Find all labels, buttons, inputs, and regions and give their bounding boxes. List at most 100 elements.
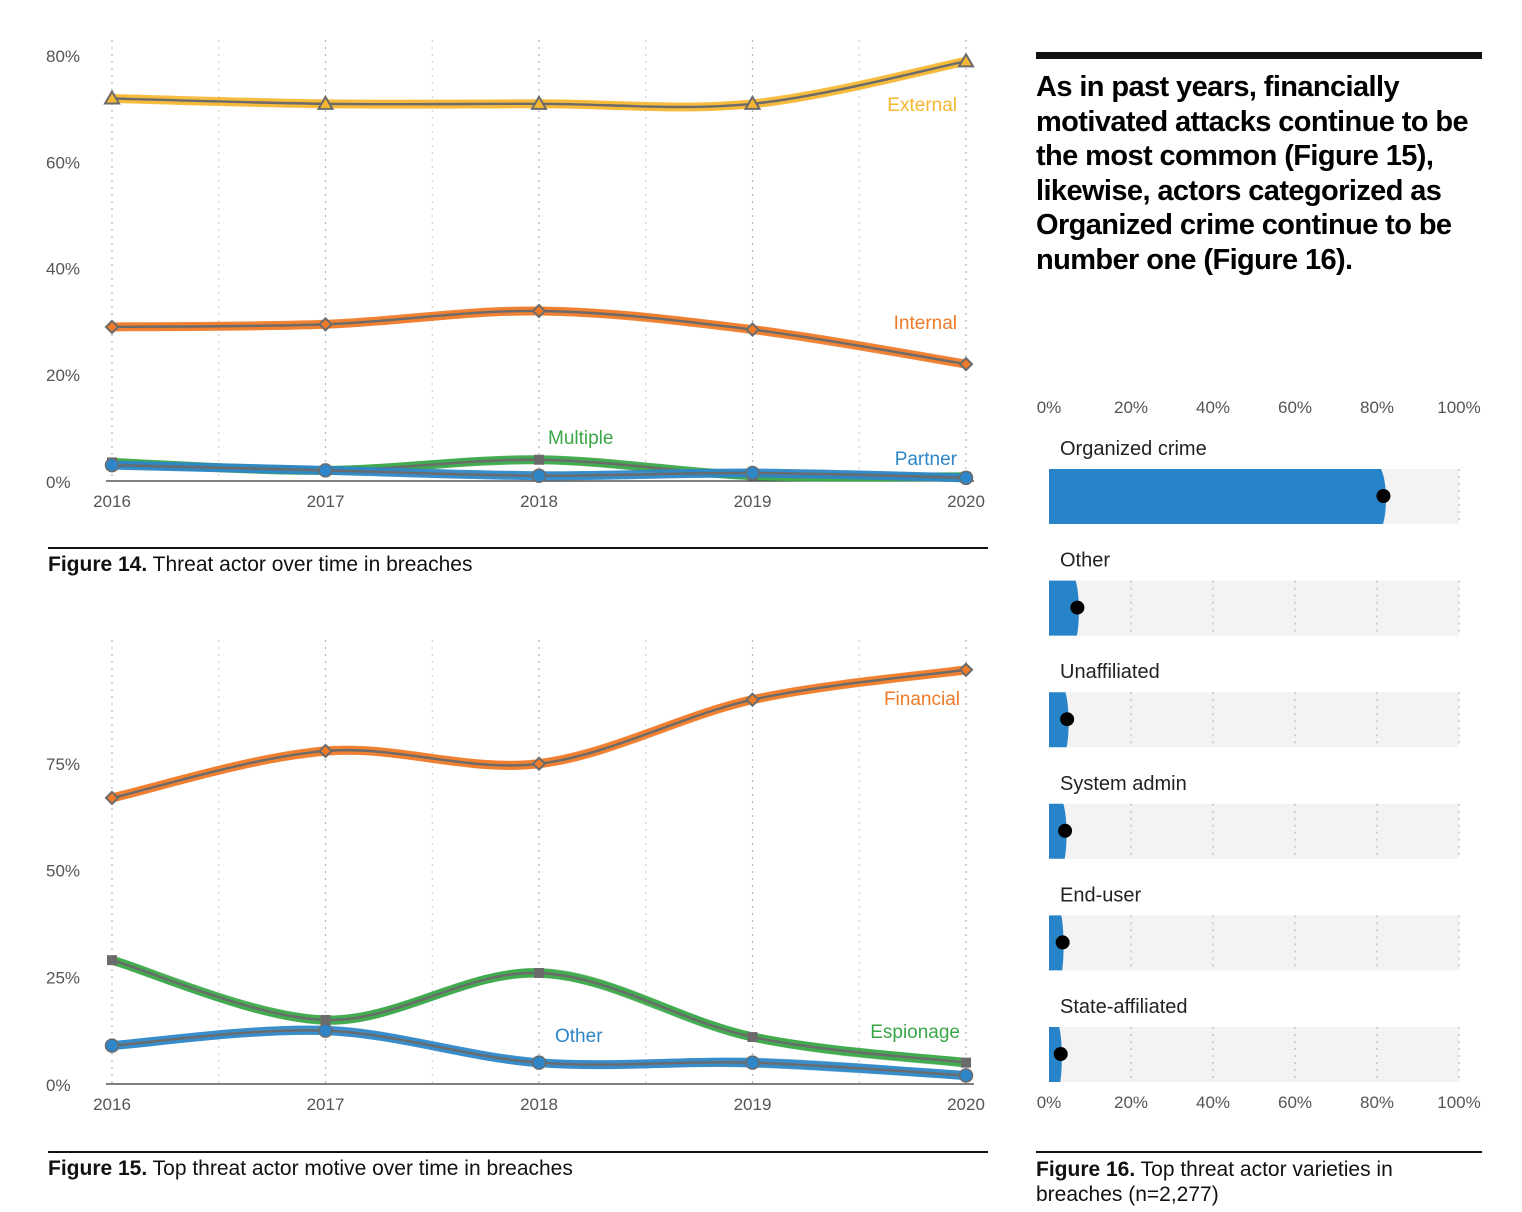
fig16-x-tick-label-top: 40%	[1196, 398, 1230, 417]
figure16-caption-text: Top threat actor varieties in breaches (…	[1036, 1158, 1393, 1206]
fig16-x-tick-label-top: 80%	[1360, 398, 1394, 417]
fig14-y-tick-label: 0%	[46, 473, 71, 492]
fig15-x-tick-label: 2018	[520, 1095, 558, 1114]
fig15-financial-point	[958, 662, 974, 678]
fig15-financial-series-label: Financial	[884, 689, 960, 710]
figure15-rule	[48, 1151, 988, 1153]
fig15-financial-point	[745, 692, 760, 708]
fig15-y-tick-label: 75%	[46, 755, 80, 774]
fig14-x-tick-label: 2020	[947, 492, 985, 511]
fig16-x-tick-label-bottom: 0%	[1037, 1093, 1062, 1112]
fig15-other-series-label: Other	[555, 1026, 603, 1047]
fig15-x-tick-label: 2016	[93, 1095, 131, 1114]
fig14-external-point	[743, 94, 762, 110]
fig16-point-estimate	[1055, 935, 1070, 950]
fig15-x-tick-label: 2020	[947, 1095, 985, 1114]
fig14-partner-point	[531, 468, 547, 483]
fig14-external-series-label: External	[887, 95, 957, 116]
fig15-espionage-point	[107, 955, 117, 966]
fig15-y-tick-label: 25%	[46, 968, 80, 987]
fig14-external-point	[103, 89, 121, 105]
fig15-espionage-point	[320, 1014, 331, 1025]
figure15-caption-text: Top threat actor motive over time in bre…	[147, 1157, 573, 1180]
fig14-x-tick-label: 2017	[307, 492, 345, 511]
fig14-partner-point	[745, 465, 760, 481]
fig15-financial-sim-line	[111, 672, 967, 795]
fig16-category-label: State-affiliated	[1060, 996, 1188, 1018]
headline-rule	[1036, 52, 1482, 59]
fig14-external-point	[316, 94, 335, 110]
fig14-internal-point	[745, 322, 760, 338]
fig16-bar	[1049, 580, 1079, 636]
fig14-y-tick-label: 60%	[46, 153, 80, 172]
fig15-espionage-point	[534, 967, 544, 978]
fig16-point-estimate	[1058, 823, 1073, 838]
fig16-category-label: System admin	[1060, 773, 1187, 795]
fig14-internal-series-label: Internal	[894, 313, 957, 334]
fig15-other-point	[531, 1055, 547, 1070]
headline: As in past years, financially motivated …	[1036, 71, 1469, 276]
fig15-other-point	[958, 1068, 974, 1083]
fig15-espionage-point	[961, 1057, 971, 1068]
fig14-multiple-series-label: Multiple	[548, 428, 613, 449]
fig15-espionage-series-label: Espionage	[870, 1022, 960, 1043]
figure16-rule	[1036, 1151, 1482, 1153]
fig16-x-tick-label-top: 60%	[1278, 398, 1312, 417]
fig15-other-point	[104, 1038, 120, 1053]
fig16-bar	[1049, 469, 1386, 524]
fig15-financial-sim-line	[111, 673, 967, 802]
fig15-y-tick-label: 0%	[46, 1076, 71, 1095]
fig16-bar-track	[1049, 692, 1459, 748]
fig14-partner-point	[318, 463, 333, 478]
fig16-category-label: Organized crime	[1060, 438, 1207, 460]
fig14-external-point	[530, 94, 548, 110]
fig15-financial-point	[104, 790, 120, 806]
figure15-caption: Figure 15. Top threat actor motive over …	[48, 1157, 573, 1181]
figure16-caption-bold: Figure 16.	[1036, 1158, 1136, 1181]
fig14-partner-series-label: Partner	[895, 449, 958, 470]
fig16-bar-track	[1049, 915, 1459, 971]
fig14-partner-point	[104, 457, 120, 473]
fig16-category-label: End-user	[1060, 884, 1141, 906]
fig14-y-tick-label: 80%	[46, 47, 80, 66]
figure14-caption-text: Threat actor over time in breaches	[147, 553, 473, 576]
fig16-x-tick-label-bottom: 20%	[1114, 1093, 1148, 1112]
fig16-x-tick-label-bottom: 60%	[1278, 1093, 1312, 1112]
fig14-x-tick-label: 2018	[520, 492, 558, 511]
fig16-x-tick-label-bottom: 100%	[1437, 1093, 1480, 1112]
fig14-internal-point	[104, 319, 120, 335]
figure15-caption-bold: Figure 15.	[48, 1157, 148, 1180]
fig16-bar-track	[1049, 580, 1459, 636]
fig16-bar-track	[1049, 1027, 1459, 1082]
fig16-point-estimate	[1376, 489, 1391, 503]
fig16-category-label: Other	[1060, 550, 1110, 572]
fig16-x-tick-label-bottom: 80%	[1360, 1093, 1394, 1112]
fig16-x-tick-label-top: 100%	[1437, 398, 1480, 417]
fig16-category-label: Unaffiliated	[1060, 661, 1160, 683]
fig16-x-tick-label-top: 20%	[1114, 398, 1148, 417]
fig15-x-tick-label: 2019	[734, 1095, 772, 1114]
fig15-espionage-point	[747, 1032, 758, 1043]
fig14-internal-sim-line	[111, 311, 967, 363]
fig14-x-tick-label: 2019	[734, 492, 772, 511]
figure16-caption: Figure 16. Top threat actor varieties in…	[1036, 1157, 1482, 1207]
fig14-multiple-point	[534, 454, 544, 465]
fig15-other-point	[745, 1055, 760, 1070]
fig14-y-tick-label: 40%	[46, 260, 80, 279]
fig16-x-tick-label-top: 0%	[1037, 398, 1062, 417]
fig14-external-point	[957, 52, 975, 68]
fig15-x-tick-label: 2017	[307, 1095, 345, 1114]
fig14-y-tick-label: 20%	[46, 366, 80, 385]
fig16-bar	[1049, 692, 1069, 748]
fig16-x-tick-label-bottom: 40%	[1196, 1093, 1230, 1112]
fig16-bar-track	[1049, 803, 1459, 859]
figure14-caption-bold: Figure 14.	[48, 553, 148, 576]
fig16-point-estimate	[1070, 600, 1085, 615]
fig16-point-estimate	[1053, 1047, 1068, 1061]
fig14-x-tick-label: 2016	[93, 492, 131, 511]
fig14-internal-point	[318, 316, 333, 332]
fig14-internal-point	[531, 303, 547, 319]
fig14-internal-sim-line	[111, 311, 967, 363]
fig16-point-estimate	[1060, 712, 1075, 727]
